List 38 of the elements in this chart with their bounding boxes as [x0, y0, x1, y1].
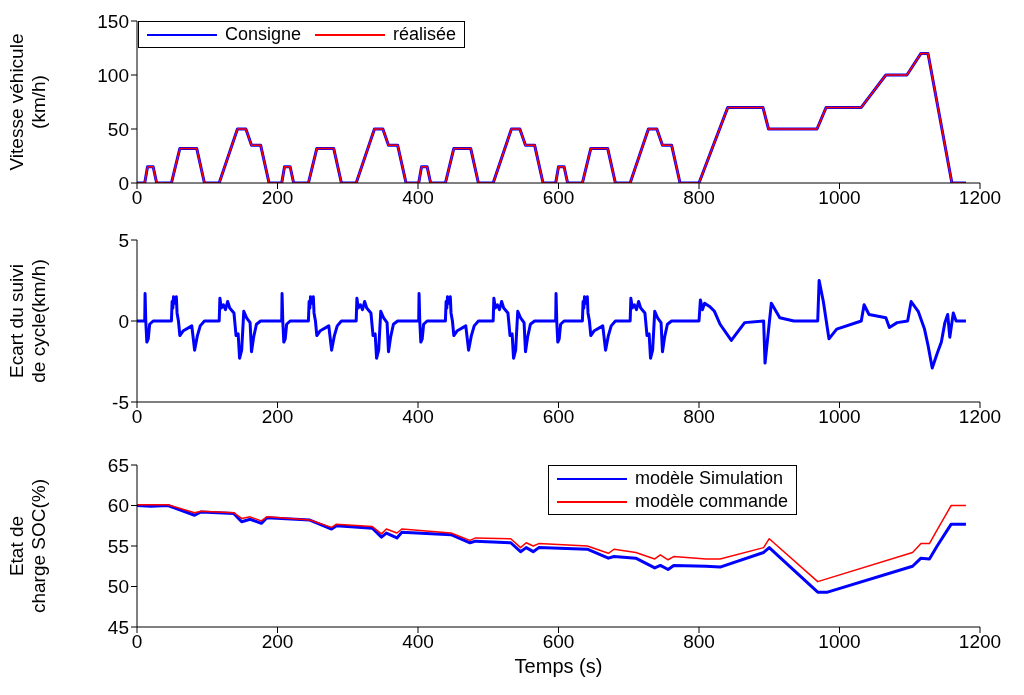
y-axis-title: Etat de charge SOC(%) — [6, 478, 50, 614]
y-tick-label: 60 — [107, 495, 129, 517]
y-axis-title: Vitesse véhicule (km/h) — [6, 33, 50, 171]
x-tick-label: 600 — [542, 187, 575, 209]
legend-label: réalisée — [393, 24, 457, 45]
y-tick-label: 0 — [118, 310, 129, 332]
x-tick-label: 1200 — [958, 187, 1002, 209]
y-tick-label: 150 — [97, 10, 129, 32]
y-tick-label: 45 — [107, 616, 129, 638]
x-tick-label: 1200 — [958, 406, 1002, 428]
x-tick-label: 1200 — [958, 631, 1002, 653]
x-tick-label: 200 — [261, 406, 294, 428]
legend-label: Consigne — [225, 24, 302, 45]
x-tick-label: 1000 — [818, 406, 861, 428]
x-tick-label: 400 — [402, 406, 434, 428]
x-tick-label: 1000 — [818, 631, 861, 653]
x-tick-label: 400 — [402, 187, 434, 209]
y-tick-label: 50 — [107, 576, 129, 598]
x-tick-label: 600 — [542, 406, 575, 428]
x-tick-label: 800 — [683, 406, 715, 428]
y-axis-title: Ecart du suivi de cycle(km/h) — [6, 259, 50, 383]
y-tick-label: 55 — [107, 535, 129, 557]
x-tick-label: 200 — [261, 631, 294, 653]
x-tick-label: 800 — [683, 631, 715, 653]
x-axis-title: Temps (s) — [513, 655, 604, 678]
legend-label: modèle commande — [635, 491, 789, 512]
x-tick-label: 1000 — [818, 187, 861, 209]
x-tick-label: 800 — [683, 187, 715, 209]
y-tick-label: 50 — [107, 118, 129, 140]
x-tick-label: 600 — [542, 631, 575, 653]
y-tick-label: 65 — [107, 454, 129, 476]
y-tick-label: -5 — [112, 391, 129, 413]
y-tick-label: 0 — [118, 172, 129, 194]
y-tick-label: 100 — [97, 64, 129, 86]
y-tick-label: 5 — [118, 229, 129, 251]
x-tick-label: 200 — [261, 187, 294, 209]
legend-label: modèle Simulation — [635, 468, 784, 489]
x-tick-label: 400 — [402, 631, 434, 653]
